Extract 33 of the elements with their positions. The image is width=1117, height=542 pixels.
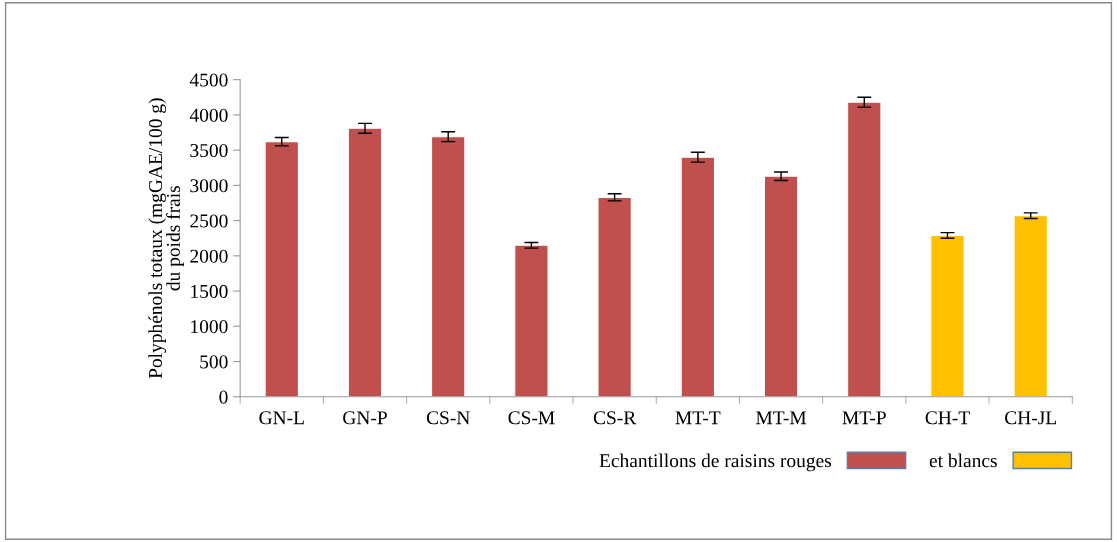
bar — [763, 175, 799, 397]
bar — [847, 101, 882, 397]
x-tick-label: MT-M — [756, 411, 807, 425]
x-tick-label: CS-M — [508, 411, 555, 425]
y-tick-label: 1000 — [191, 320, 228, 334]
bar — [514, 244, 549, 397]
y-tick-label: 3000 — [190, 179, 228, 193]
y-tick-label: 4500 — [189, 73, 228, 87]
bar — [430, 136, 466, 397]
bar — [1013, 215, 1048, 397]
y-tick-label: 2000 — [190, 249, 228, 263]
y-axis-title: Polyphénols totaux (mgGAE/100 g) du poids frais — [148, 98, 184, 379]
y-tick-label: 500 — [200, 355, 228, 369]
bar — [264, 141, 299, 397]
x-tick-label: GN-P — [343, 411, 387, 425]
x-tick-label: MT-P — [842, 411, 886, 425]
y-tick-label: 2500 — [190, 214, 228, 228]
bar — [597, 196, 632, 397]
legend-label: et blancs — [929, 453, 997, 468]
y-tick-label: 4000 — [189, 108, 228, 122]
x-tick-label: GN-L — [259, 411, 304, 425]
y-tick-label: 3500 — [190, 143, 228, 158]
legend-label: Echantillons de raisins rouges — [599, 453, 832, 472]
x-tick-label: MT-T — [675, 411, 721, 425]
bar — [347, 127, 383, 397]
x-tick-label: CS-N — [426, 411, 470, 425]
y-tick-label: 1500 — [191, 284, 228, 298]
bar — [680, 156, 716, 397]
x-tick-label: CH-JL — [1005, 411, 1057, 425]
y-tick-label: 0 — [219, 390, 228, 404]
bar — [930, 234, 965, 397]
x-tick-label: CH-T — [925, 411, 970, 425]
x-tick-label: CS-R — [593, 411, 637, 425]
